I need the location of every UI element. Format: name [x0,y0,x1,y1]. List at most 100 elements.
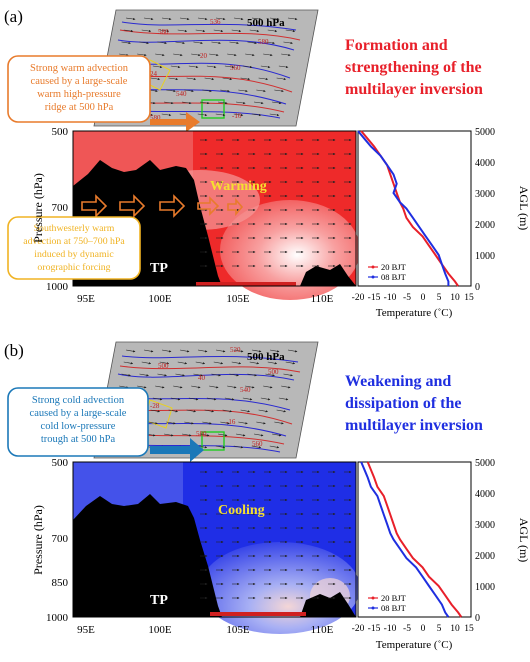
wind-vector [170,397,181,401]
wind-vector [197,17,208,21]
title-line: Formation and [345,37,448,54]
wind-vector [251,445,262,449]
wind-vector [191,53,201,57]
title-line: dissipation of the [345,395,461,412]
wind-vector [191,385,201,389]
x-tick: 5 [437,293,442,303]
wind-vector [269,445,280,449]
center-label: Cooling [218,503,265,518]
y-tick: 1000 [46,612,69,624]
wind-vector [123,361,134,365]
wind-vector [256,421,266,425]
wind-vector [271,433,282,437]
wind-vector [240,77,251,81]
x-tick: 15 [464,293,474,303]
wind-vector [245,53,255,57]
map-level-label: 500 hPa [247,17,285,29]
wind-vector [177,361,188,365]
x-tick: -20 [352,293,365,303]
study-area-box [201,431,225,451]
wind-vector [263,53,273,57]
profile-line-08-bjt [360,461,450,618]
wind-vector [238,421,248,425]
wind-vector [175,41,185,45]
legend: 20 BJT 08 BJT [368,593,407,613]
wind-vector [287,349,298,353]
wind-vector [202,421,212,425]
wind-vector [213,29,224,33]
wind-vector [233,17,244,21]
wind-vector [233,113,244,117]
wind-vector [195,361,206,365]
xs-axes: 500 700 850 1000 95E 100E 105E 110E Pres… [31,457,334,636]
title-line: strengthening of the [345,59,482,76]
callout-line: induced by dynamic [34,249,114,260]
wind-vector [253,433,264,437]
panel-title: Formation and strengthening of the multi… [345,37,483,98]
wind-vector [215,445,226,449]
wind-vector [143,349,154,353]
temperature-profile: -20 -15 -10 -5 0 5 10 15 Temperature (˚C… [352,127,530,319]
wind-vector [249,29,260,33]
callout-line: warm high-pressure [37,89,121,100]
wind-vector [179,349,190,353]
callout-line: Southwesterly warm [34,223,115,234]
x-tick: -10 [384,624,397,634]
legend-label: 08 BJT [381,603,407,613]
wind-vector [253,101,264,105]
wind-vector [184,421,194,425]
wind-vector [188,65,199,69]
contour-label: 24 [150,70,158,78]
y-tick: 4000 [475,489,495,500]
wind-vector [227,53,237,57]
wind-vector [121,373,131,377]
wind-vector [139,41,149,45]
wind-vector [193,373,203,377]
x-tick: 5 [437,624,442,634]
x-tick: 0 [421,293,426,303]
contour-label: 580 [158,28,169,36]
wind-vector [181,101,192,105]
wind-vector [269,113,280,117]
y-tick: 3000 [475,189,495,200]
y-axis-label: AGL (m) [517,518,530,563]
wind-vector [242,65,253,69]
legend-label: 08 BJT [381,272,407,282]
y-axis-label: Pressure (hPa) [31,505,45,575]
wind-vector [184,89,194,93]
wind-vector [251,349,262,353]
wind-vector [173,53,183,57]
temperature-profile: -20 -15 -10 -5 0 5 10 15 Temperature (˚C… [352,458,530,651]
wind-vector [195,29,206,33]
wind-vector [285,361,296,365]
wind-vector [150,409,161,413]
y-tick: 1000 [475,251,495,262]
wind-vector [271,101,282,105]
callout-sw-advection: Southwesterly warm advection at 750–700 … [7,216,141,280]
xs-axes: 500 700 1000 95E 100E 105E 110E Pressure… [31,126,334,305]
wind-vector [139,373,149,377]
cross-section: Cooling TP [72,461,360,634]
wind-vector [166,421,176,425]
y-axis-label: AGL (m) [517,186,530,231]
x-tick: 110E [311,293,334,305]
wind-vector [213,361,224,365]
terrain [73,494,222,617]
contour-label: -16 [226,418,236,426]
callout-line: caused by a large-scale [31,76,128,87]
advection-arrow [150,438,204,462]
wind-vector [222,77,233,81]
callout-line: orographic forcing [37,262,110,273]
title-line: Weakening and [345,373,451,390]
wind-vector [220,89,230,93]
x-tick: 100E [148,293,172,305]
wind-vector [269,17,280,21]
wind-vector [215,113,226,117]
profile-y-ticks: 5000 4000 3000 2000 1000 0 [475,127,495,293]
callout-cold-trough: Strong cold advection caused by a large-… [7,387,149,457]
wind-vector [235,101,246,105]
wind-vector [152,397,163,401]
y-tick: 2000 [475,220,495,231]
callout-line: Strong warm advection [30,63,129,74]
map-level-label: 500 hPa [247,351,285,363]
